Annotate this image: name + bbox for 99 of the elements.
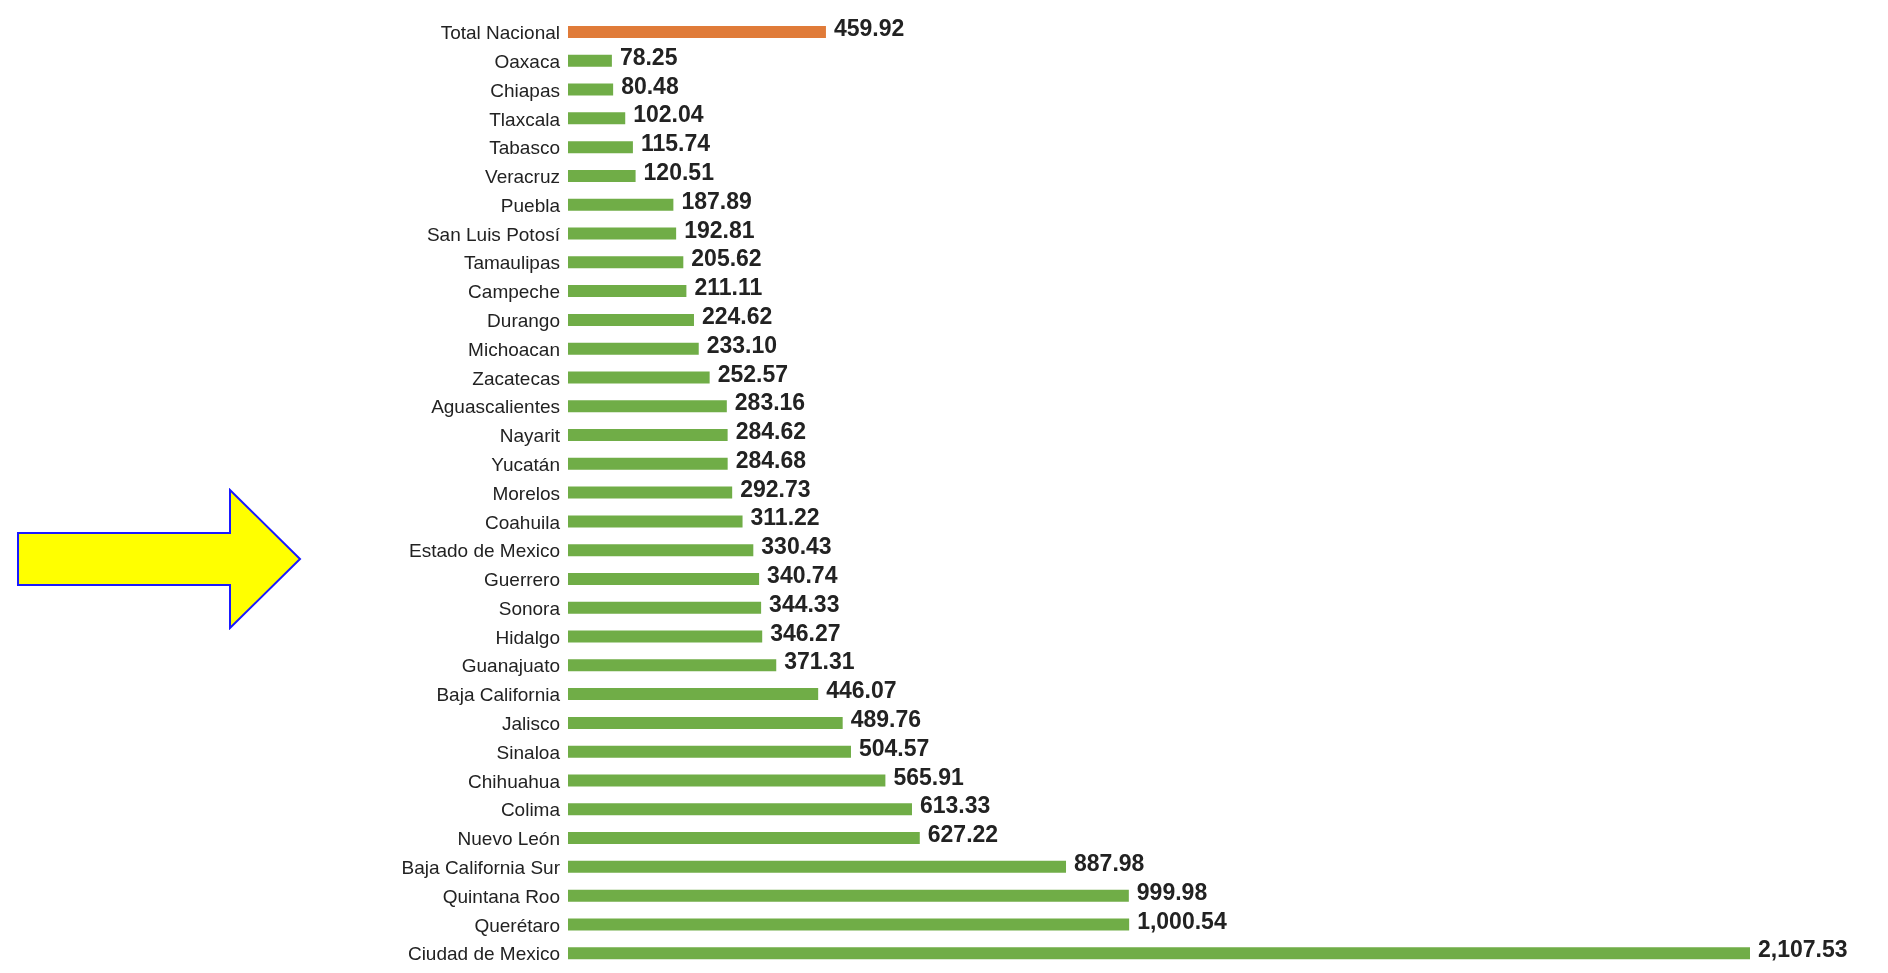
y-tick-label: Nayarit (499, 425, 561, 447)
data-label: 187.89 (681, 187, 752, 214)
y-tick-label: Baja California Sur (401, 856, 561, 878)
y-tick-label: Hidalgo (495, 626, 560, 648)
data-label: 292.73 (740, 475, 811, 502)
y-tick-label: Total Nacional (440, 22, 560, 44)
bar (568, 918, 1130, 931)
y-tick-label: Aguascalientes (431, 396, 560, 418)
bar (568, 141, 633, 154)
bar (568, 860, 1067, 873)
data-label: 115.74 (640, 130, 711, 157)
data-label: 344.33 (769, 590, 840, 617)
bar (568, 429, 728, 442)
y-tick-label: Michoacan (468, 338, 560, 360)
bar (568, 803, 912, 816)
bar (568, 716, 843, 729)
bar (568, 659, 777, 672)
data-label: 192.81 (684, 216, 755, 243)
bar (568, 256, 684, 269)
bar (568, 83, 614, 96)
y-tick-label: Sonora (498, 597, 561, 619)
bar (568, 774, 886, 787)
bar (568, 572, 760, 585)
data-label: 613.33 (919, 792, 991, 819)
y-tick-label: Sinaloa (496, 741, 561, 763)
data-label: 205.62 (691, 245, 762, 272)
data-label: 284.68 (735, 446, 807, 473)
data-label: 1,000.54 (1137, 907, 1227, 934)
bar (568, 198, 674, 211)
bar (568, 371, 710, 384)
data-label: 340.74 (767, 562, 838, 589)
y-tick-label: Chiapas (490, 79, 560, 101)
y-tick-label: Campeche (468, 281, 560, 303)
data-label: 446.07 (826, 677, 897, 704)
y-tick-label: Baja California (436, 684, 561, 706)
y-tick-label: Jalisco (501, 713, 560, 735)
bar (568, 486, 733, 499)
y-tick-label: Tlaxcala (489, 108, 561, 130)
data-label: 120.51 (643, 159, 715, 186)
data-label: 999.98 (1136, 878, 1208, 905)
bar (568, 515, 743, 528)
data-label: 252.57 (717, 360, 789, 387)
y-tick-label: Puebla (500, 194, 561, 216)
y-tick-label: Morelos (492, 482, 560, 504)
y-tick-label: Guerrero (483, 569, 560, 591)
y-tick-label: Ciudad de Mexico (407, 943, 560, 965)
y-tick-label: Guanajuato (461, 655, 560, 677)
bar (568, 832, 920, 845)
data-label: 283.16 (734, 389, 806, 416)
bar (568, 947, 1750, 960)
bar (568, 313, 694, 326)
bar (568, 285, 687, 298)
bar (568, 630, 763, 643)
data-label: 284.62 (735, 418, 806, 445)
data-label: 80.48 (621, 72, 679, 99)
data-label: 2,107.53 (1758, 936, 1848, 963)
bar (568, 54, 612, 67)
data-label: 887.98 (1074, 849, 1145, 876)
bar (568, 601, 762, 614)
data-label: 102.04 (633, 101, 704, 128)
bar (568, 688, 819, 701)
bar (568, 227, 677, 240)
y-tick-label: Estado de Mexico (408, 540, 560, 562)
data-label: 233.10 (706, 331, 778, 358)
data-label: 224.62 (701, 302, 773, 329)
data-label: 565.91 (893, 763, 964, 790)
bar (568, 745, 851, 758)
y-tick-label: Tabasco (489, 137, 560, 159)
data-label: 504.57 (858, 734, 930, 761)
bar (568, 342, 699, 355)
bar (568, 400, 727, 413)
data-label: 627.22 (927, 821, 999, 848)
bar (568, 544, 754, 557)
data-label: 371.31 (784, 648, 855, 675)
y-tick-label: Coahuila (485, 511, 561, 533)
data-label: 211.11 (694, 274, 763, 301)
bar (568, 112, 626, 125)
y-tick-label: Colima (500, 799, 561, 821)
bar (568, 26, 826, 38)
y-tick-label: Quintana Roo (442, 885, 560, 907)
data-label: 311.22 (750, 504, 820, 531)
data-label: 489.76 (850, 705, 922, 732)
y-tick-label: Chihuahua (468, 770, 561, 792)
bar (568, 457, 728, 470)
data-label: 346.27 (770, 619, 841, 646)
bar (568, 169, 636, 182)
y-tick-label: Durango (487, 310, 560, 332)
data-label: 459.92 (833, 15, 905, 42)
data-label: 78.25 (619, 43, 678, 70)
y-tick-label: San Luis Potosí (426, 223, 561, 245)
y-tick-label: Nuevo León (457, 828, 560, 850)
y-tick-label: Oaxaca (494, 50, 561, 72)
y-tick-label: Yucatán (491, 453, 560, 475)
bar (568, 889, 1129, 902)
y-tick-label: Veracruz (485, 166, 560, 188)
y-tick-label: Zacatecas (472, 367, 560, 389)
y-tick-label: Querétaro (474, 914, 560, 936)
data-label: 330.43 (761, 533, 832, 560)
y-tick-label: Tamaulipas (463, 252, 560, 274)
